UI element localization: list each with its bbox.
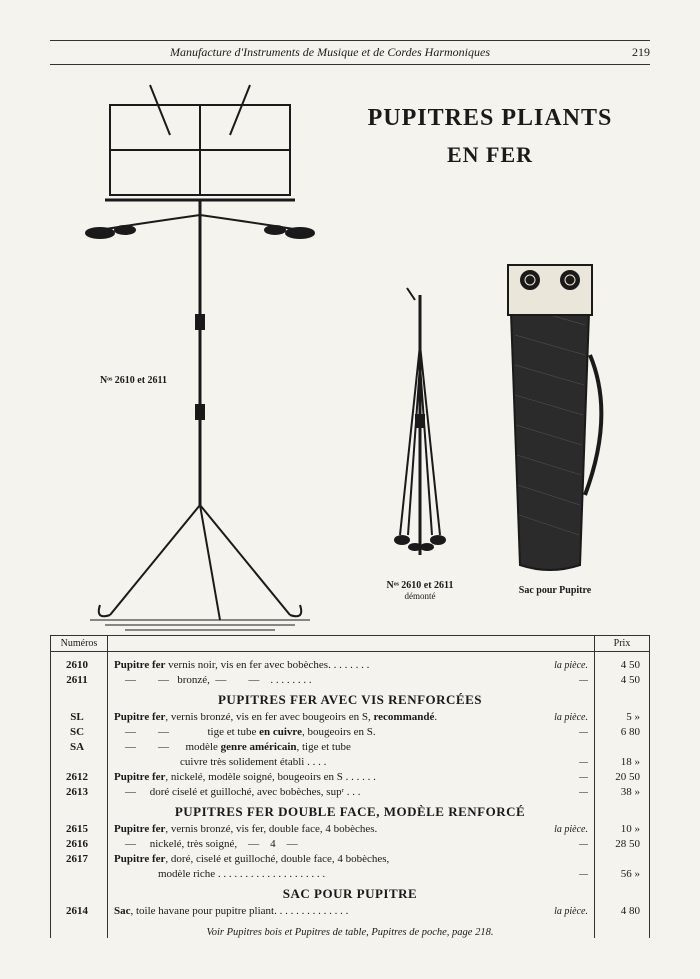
cell-description: Pupitre fer vernis noir, vis en fer avec… [108,658,534,673]
product-title: PUPITRES PLIANTS EN FER [340,105,640,168]
title-line2: EN FER [340,142,640,168]
table-row: SLPupitre fer, vernis bronzé, vis en fer… [50,710,650,725]
cell-description: Sac, toile havane pour pupitre pliant. .… [108,904,534,919]
bag-illustration [480,245,620,575]
table-row: 2615Pupitre fer, vernis bronzé, vis fer,… [50,822,650,837]
table-row: SC — — tige et tube en cuivre, bougeoirs… [50,725,650,740]
cell-description: Pupitre fer, vernis bronzé, vis en fer a… [108,710,534,725]
footnote: Voir Pupitres bois et Pupitres de table,… [50,923,650,938]
table-body: 2610Pupitre fer vernis noir, vis en fer … [50,652,650,923]
table-row: 2610Pupitre fer vernis noir, vis en fer … [50,658,650,673]
header-title: Manufacture d'Instruments de Musique et … [50,45,610,60]
table-row: 2616 — nickelé, très soigné, — 4 ——28 50 [50,837,650,852]
table-row: 2613 — doré ciselé et guilloché, avec bo… [50,785,650,800]
caption-stand: Nᵒˢ 2610 et 2611 [100,375,167,386]
table-row: 2611 — — bronzé, — — . . . . . . . .—4 5… [50,673,650,688]
folded-stand-illustration [360,285,480,575]
section-heading: PUPITRES FER AVEC VIS RENFORCÉES [50,688,650,710]
cell-unit: la pièce. [534,711,594,725]
cell-description: — doré ciselé et guilloché, avec bobèche… [108,785,534,800]
cell-description: Pupitre fer, nickelé, modèle soigné, bou… [108,770,534,785]
cell-unit: la pièce. [534,905,594,919]
table-row: 2614Sac, toile havane pour pupitre plian… [50,904,650,919]
header-rule [50,64,650,65]
cell-unit: — [534,726,594,740]
cell-description: — nickelé, très soigné, — 4 — [108,837,534,852]
section-heading: SAC POUR PUPITRE [50,882,650,904]
cell-unit: — [534,838,594,852]
cell-description: — — bronzé, — — . . . . . . . . [108,673,534,688]
caption-folded: Nᵒˢ 2610 et 2611 démonté [360,580,480,601]
col-rule-num [50,635,108,938]
cell-description: modèle riche . . . . . . . . . . . . . .… [108,867,534,882]
table-row: SA — — modèle genre américain, tige et t… [50,740,650,755]
caption-folded-main: Nᵒˢ 2610 et 2611 [360,580,480,591]
cell-unit: la pièce. [534,823,594,837]
th-spacer [108,636,594,651]
cell-unit: — [534,868,594,882]
table-row: cuivre très solidement établi . . . .—18… [50,755,650,770]
title-line1: PUPITRES PLIANTS [340,105,640,132]
illustration-area: PUPITRES PLIANTS EN FER [50,75,650,635]
table-row: 2612Pupitre fer, nickelé, modèle soigné,… [50,770,650,785]
table-row: modèle riche . . . . . . . . . . . . . .… [50,867,650,882]
cell-description: cuivre très solidement établi . . . . [108,755,534,770]
catalog-page: Manufacture d'Instruments de Musique et … [0,0,700,968]
cell-description: — — modèle genre américain, tige et tube [108,740,534,755]
cell-unit: la pièce. [534,659,594,673]
header-rule [50,40,650,41]
cell-unit: — [534,756,594,770]
music-stand-illustration [50,75,370,635]
page-number: 219 [610,45,650,60]
cell-unit: — [534,674,594,688]
table-header: Numéros Prix [50,635,650,652]
cell-description: Pupitre fer, doré, ciselé et guilloché, … [108,852,534,867]
caption-bag: Sac pour Pupitre [490,585,620,596]
cell-description: — — tige et tube en cuivre, bougeoirs en… [108,725,534,740]
table-row: 2617Pupitre fer, doré, ciselé et guilloc… [50,852,650,867]
col-rule-prix [594,635,650,938]
section-heading: PUPITRES FER DOUBLE FACE, MODÈLE RENFORC… [50,800,650,822]
running-header: Manufacture d'Instruments de Musique et … [50,43,650,62]
cell-unit: — [534,786,594,800]
price-table: Numéros Prix 2610Pupitre fer vernis noir… [50,635,650,938]
caption-folded-sub: démonté [360,591,480,601]
cell-description: Pupitre fer, vernis bronzé, vis fer, dou… [108,822,534,837]
cell-unit: — [534,771,594,785]
